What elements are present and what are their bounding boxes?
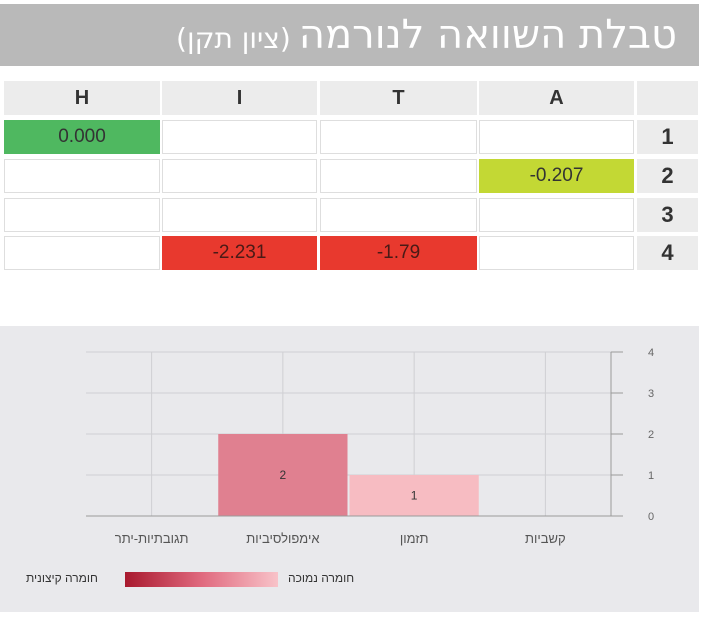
y-tick-label: 0 bbox=[648, 511, 654, 523]
table-cell bbox=[4, 236, 160, 270]
y-tick-label: 4 bbox=[648, 347, 654, 359]
title-subtitle: (ציון תקן) bbox=[176, 22, 291, 55]
row-header-4: 4 bbox=[637, 236, 698, 270]
corner-header bbox=[637, 81, 698, 115]
table-cell bbox=[479, 236, 634, 270]
table-cell bbox=[4, 198, 160, 232]
table-cell: -1.79 bbox=[320, 236, 477, 270]
bar bbox=[349, 475, 479, 516]
y-tick-label: 2 bbox=[648, 429, 654, 441]
table-cell bbox=[320, 198, 477, 232]
y-tick-label: 3 bbox=[648, 388, 654, 400]
column-header-h: H bbox=[4, 81, 160, 115]
column-header-a: A bbox=[479, 81, 634, 115]
table-cell bbox=[320, 159, 477, 193]
table-cell bbox=[4, 159, 160, 193]
bar bbox=[218, 434, 348, 516]
table-cell bbox=[162, 159, 317, 193]
table-cell bbox=[162, 120, 317, 154]
bar-value-label: 2 bbox=[280, 468, 287, 482]
y-tick-label: 1 bbox=[648, 470, 654, 482]
x-category-label: תזמון bbox=[400, 531, 429, 546]
table-cell: -2.231 bbox=[162, 236, 317, 270]
page-title: טבלת השוואה לנורמה(ציון תקן) bbox=[176, 12, 677, 58]
table-cell bbox=[320, 120, 477, 154]
chart-panel bbox=[0, 326, 699, 612]
table-cell bbox=[162, 198, 317, 232]
table-cell: -0.207 bbox=[479, 159, 634, 193]
title-main: טבלת השוואה לנורמה bbox=[298, 12, 677, 58]
x-category-label: תגובתיות-יתר bbox=[115, 531, 189, 546]
legend-label-extreme: חומרה קיצונית bbox=[26, 571, 98, 585]
column-header-t: T bbox=[320, 81, 477, 115]
row-header-2: 2 bbox=[637, 159, 698, 193]
table-cell: 0.000 bbox=[4, 120, 160, 154]
x-category-label: קשביות bbox=[525, 531, 566, 546]
legend-label-low: חומרה נמוכה bbox=[288, 571, 355, 585]
column-header-i: I bbox=[162, 81, 317, 115]
legend-gradient-bar bbox=[125, 572, 278, 587]
bar-value-label: 1 bbox=[411, 489, 418, 503]
x-category-label: אימפולסיביות bbox=[246, 531, 319, 546]
table-cell bbox=[479, 120, 634, 154]
row-header-3: 3 bbox=[637, 198, 698, 232]
row-header-1: 1 bbox=[637, 120, 698, 154]
table-cell bbox=[479, 198, 634, 232]
title-bar: טבלת השוואה לנורמה(ציון תקן) bbox=[0, 4, 699, 66]
